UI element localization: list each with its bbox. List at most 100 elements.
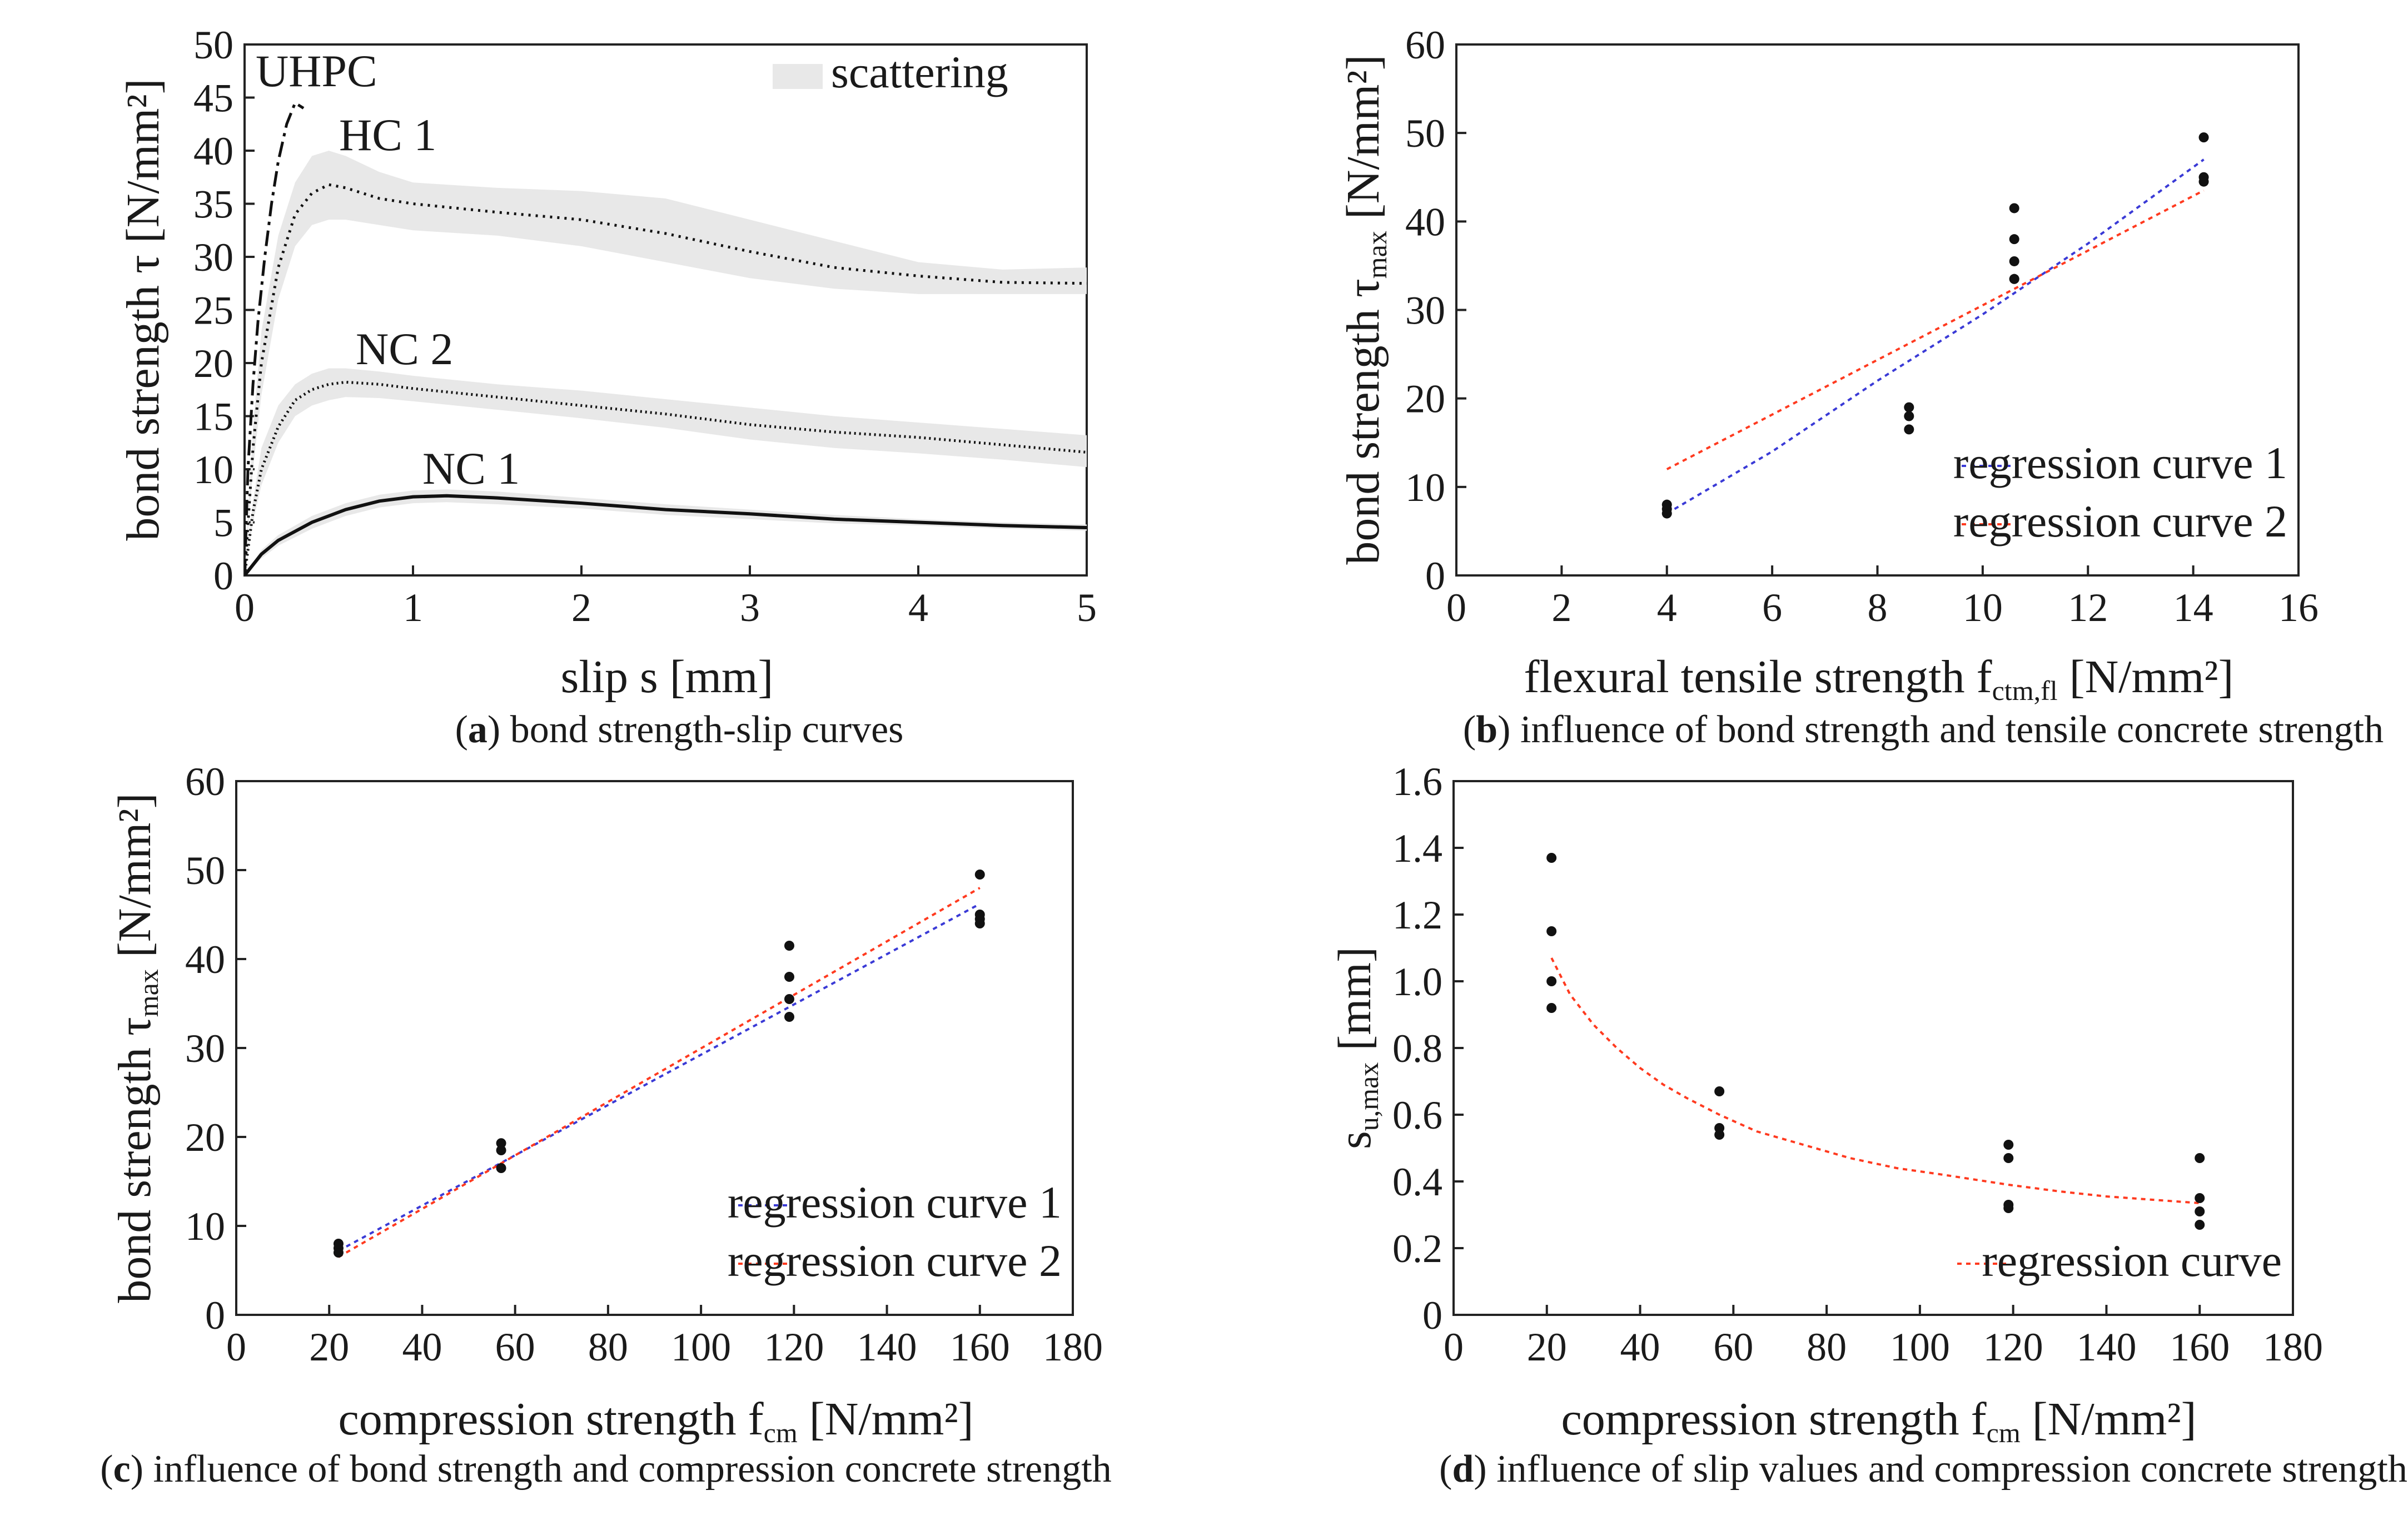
y-tick-label: 10	[193, 448, 233, 492]
data-point	[333, 1239, 344, 1249]
x-tick-label: 4	[1657, 585, 1677, 630]
series-line	[245, 380, 1087, 575]
y-tick-label: 1.2	[1392, 893, 1442, 937]
y-tick-label: 1.6	[1392, 759, 1442, 804]
x-tick-label: 0	[1444, 1325, 1464, 1369]
x-tick-label: 6	[1762, 585, 1782, 630]
y-tick-label: 1.0	[1392, 960, 1442, 1004]
y-tick-label: 0.8	[1392, 1026, 1442, 1071]
plot-area	[245, 101, 1087, 575]
data-point	[2009, 234, 2019, 245]
data-point	[1546, 926, 1557, 936]
series-line	[245, 494, 1087, 575]
data-point	[496, 1138, 506, 1149]
series-label: HC 1	[339, 110, 436, 160]
y-tick-label: 40	[193, 129, 233, 173]
y-tick-label: 10	[185, 1204, 225, 1249]
x-tick-label: 60	[495, 1325, 535, 1369]
x-tick-label: 40	[1620, 1325, 1660, 1369]
y-tick-label: 5	[213, 501, 233, 545]
plot-frame	[1452, 780, 2294, 1316]
scatter-band	[245, 368, 1087, 575]
y-axis-label: bond strength τmax [N/mm²]	[1337, 54, 1392, 564]
y-tick-label: 35	[193, 182, 233, 227]
regression-line	[337, 887, 981, 1258]
legend-label: regression curve 1	[728, 1177, 1062, 1228]
caption: (a) bond strength-slip curves	[455, 708, 904, 751]
legend-label: regression curve 2	[728, 1235, 1062, 1286]
y-tick-label: 50	[185, 848, 225, 893]
chart-b: 0 2 4 6 8 10 12 14 16 0 10 20 30 40 50 60 flexural tensi…	[1337, 23, 2384, 751]
x-tick-label: 140	[857, 1325, 917, 1369]
y-axis-label: bond strength τmax [N/mm²]	[109, 793, 164, 1303]
y-tick-label: 20	[185, 1115, 225, 1160]
y-tick-label: 0	[205, 1293, 225, 1338]
x-tick-label: 4	[908, 585, 928, 630]
legend-label: regression curve 1	[1953, 438, 2287, 488]
data-point	[1904, 424, 1914, 435]
y-tick-label: 40	[185, 937, 225, 982]
regression-line	[1666, 158, 2205, 515]
data-point	[2198, 132, 2209, 143]
x-axis-label: compression strength fcm [N/mm²]	[338, 1393, 973, 1448]
y-tick-label: 0.6	[1392, 1093, 1442, 1138]
x-tick-label: 2	[571, 585, 591, 630]
x-tick-label: 80	[588, 1325, 628, 1369]
x-tick-label: 0	[226, 1325, 246, 1369]
regression-line	[337, 903, 981, 1252]
data-point	[784, 941, 794, 951]
data-point	[2003, 1140, 2014, 1150]
series-line	[245, 101, 305, 575]
x-tick-label: 20	[309, 1325, 349, 1369]
x-tick-label: 120	[1983, 1325, 2043, 1369]
y-tick-label: 30	[193, 235, 233, 280]
x-tick-label: 180	[1043, 1325, 1103, 1369]
x-tick-label: 180	[2263, 1325, 2323, 1369]
data-point	[2198, 172, 2209, 182]
y-axis-label: bond strength τ [N/mm²]	[117, 78, 169, 540]
y-tick-label: 1.4	[1392, 826, 1442, 871]
data-point	[2003, 1200, 2014, 1210]
scatter-band	[245, 489, 1087, 575]
data-point	[2003, 1153, 2014, 1163]
x-tick-label: 20	[1527, 1325, 1567, 1369]
caption: (d) influence of slip values and compres…	[1439, 1448, 2407, 1491]
y-tick-label: 10	[1405, 465, 1445, 510]
y-tick-label: 0	[213, 554, 233, 598]
plot-frame	[235, 780, 1074, 1316]
x-tick-label: 14	[2173, 585, 2213, 630]
data-point	[784, 972, 794, 982]
y-tick-label: 50	[193, 23, 233, 67]
x-tick-label: 0	[235, 585, 255, 630]
data-point	[1661, 499, 1672, 510]
data-point	[496, 1163, 506, 1173]
chart-d: 0 20 40 60 80 100 120 140 160 180 0 0.2 0.4 0.6 0.8 1.0…	[1329, 759, 2407, 1491]
data-point	[1714, 1086, 1725, 1096]
legend-label: regression curve 2	[1953, 496, 2287, 547]
y-tick-label: 0	[1422, 1293, 1442, 1338]
data-point	[1546, 1003, 1557, 1013]
y-tick-label: 0	[1425, 554, 1445, 598]
y-tick-label: 30	[185, 1026, 225, 1071]
x-tick-label: 140	[2076, 1325, 2136, 1369]
y-tick-label: 60	[185, 759, 225, 804]
x-tick-label: 5	[1077, 585, 1097, 630]
data-point	[784, 1012, 794, 1022]
data-point	[2009, 203, 2019, 213]
legend-label: regression curve	[1982, 1235, 2282, 1286]
series-label: NC 2	[356, 324, 453, 374]
data-point	[974, 870, 985, 880]
x-axis-label: compression strength fcm [N/mm²]	[1561, 1393, 2196, 1448]
x-tick-label: 10	[1963, 585, 2003, 630]
chart-c: 0 20 40 60 80 100 120 140 160 180 0 10 20 30 40 50 60 com…	[100, 759, 1111, 1491]
legend-swatch	[773, 64, 823, 89]
y-tick-label: 50	[1405, 111, 1445, 156]
data-point	[496, 1145, 506, 1155]
series-label: NC 1	[422, 443, 520, 494]
y-tick-label: 15	[193, 395, 233, 439]
y-tick-label: 60	[1405, 23, 1445, 67]
y-tick-label: 45	[193, 76, 233, 121]
data-point	[784, 994, 794, 1004]
data-point	[2195, 1193, 2205, 1203]
